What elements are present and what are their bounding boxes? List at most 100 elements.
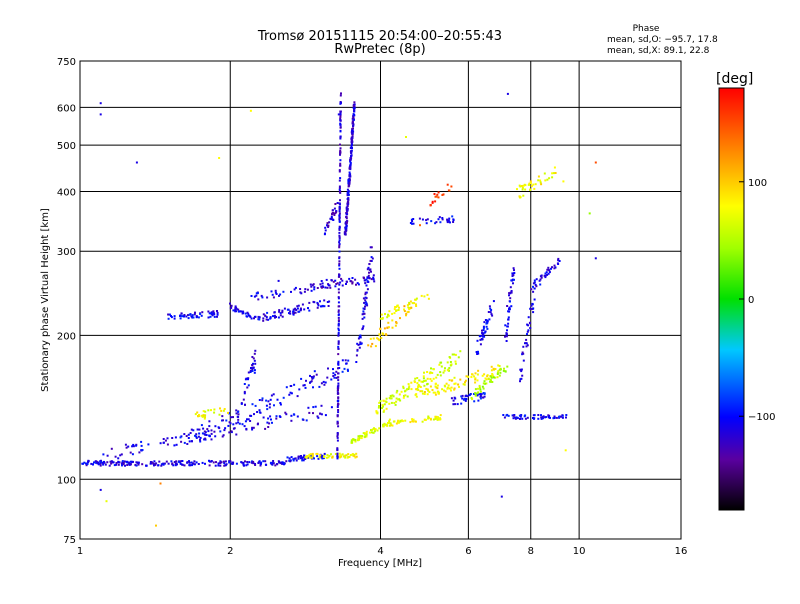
- data-point: [345, 454, 348, 457]
- data-point: [338, 241, 341, 244]
- data-point: [101, 461, 104, 464]
- data-point: [266, 296, 269, 299]
- data-point: [244, 403, 246, 406]
- data-point: [273, 404, 275, 407]
- data-point: [105, 500, 108, 503]
- data-point: [175, 443, 178, 446]
- data-point: [227, 424, 230, 427]
- data-point: [362, 432, 365, 435]
- data-point: [416, 382, 419, 385]
- data-point: [388, 424, 391, 427]
- data-point: [349, 164, 352, 167]
- data-point: [125, 460, 128, 463]
- data-point: [533, 187, 536, 190]
- data-point: [197, 463, 200, 465]
- data-point: [336, 439, 339, 442]
- data-point: [423, 380, 426, 382]
- data-point: [391, 319, 394, 322]
- data-point: [540, 276, 543, 279]
- data-point: [320, 382, 323, 385]
- data-point: [348, 171, 351, 174]
- data-point: [373, 427, 375, 430]
- data-point: [450, 363, 453, 366]
- data-point: [426, 393, 429, 396]
- data-point: [505, 340, 508, 342]
- data-point: [300, 377, 303, 380]
- data-point: [339, 94, 342, 97]
- data-point: [479, 388, 482, 391]
- data-point: [469, 393, 471, 396]
- data-point: [235, 412, 238, 415]
- data-point: [166, 437, 169, 440]
- data-point: [399, 317, 401, 320]
- data-point: [368, 277, 371, 279]
- data-point: [319, 300, 321, 303]
- data-point: [545, 271, 548, 274]
- data-point: [390, 397, 393, 400]
- data-point: [341, 279, 344, 282]
- data-point: [345, 226, 348, 229]
- data-point: [311, 377, 314, 380]
- data-point: [294, 457, 297, 460]
- data-point: [343, 367, 346, 370]
- data-point: [242, 463, 245, 466]
- data-point: [252, 362, 254, 365]
- data-point: [524, 342, 526, 345]
- data-point: [318, 385, 321, 388]
- data-point: [439, 374, 442, 377]
- data-point: [201, 461, 204, 464]
- data-point: [551, 176, 554, 179]
- data-point: [506, 92, 509, 95]
- data-point: [347, 193, 350, 196]
- data-point: [484, 331, 486, 334]
- data-point: [337, 309, 340, 312]
- data-point: [229, 422, 232, 425]
- data-point: [529, 189, 532, 191]
- data-point: [217, 462, 220, 465]
- data-point: [354, 456, 357, 459]
- data-point: [554, 172, 557, 174]
- data-point: [220, 409, 223, 412]
- data-point: [187, 317, 190, 320]
- data-point: [316, 306, 319, 309]
- data-point: [441, 194, 444, 196]
- data-point: [345, 224, 348, 227]
- data-point: [395, 397, 398, 400]
- data-point: [397, 421, 400, 424]
- plot-frame: [79, 60, 682, 540]
- data-point: [351, 127, 354, 130]
- data-point: [333, 376, 336, 379]
- data-point: [336, 432, 339, 435]
- data-point: [394, 324, 397, 327]
- data-point: [207, 310, 210, 313]
- data-point: [433, 193, 436, 195]
- data-point: [251, 426, 254, 429]
- data-point: [326, 376, 329, 379]
- data-point: [364, 305, 366, 308]
- data-point: [218, 413, 221, 416]
- data-point: [337, 353, 340, 356]
- data-point: [250, 317, 253, 320]
- data-point: [367, 344, 370, 347]
- data-point: [482, 325, 485, 328]
- data-point: [182, 315, 185, 318]
- data-point: [97, 463, 100, 466]
- data-point: [328, 454, 331, 457]
- data-point: [355, 455, 358, 458]
- data-point: [199, 436, 202, 439]
- data-point: [377, 338, 380, 341]
- data-point: [167, 317, 170, 320]
- data-point: [288, 457, 291, 460]
- data-point: [208, 459, 210, 462]
- data-point: [408, 303, 411, 306]
- data-point: [264, 463, 267, 466]
- data-point: [505, 334, 508, 337]
- data-point: [522, 184, 525, 187]
- data-point: [289, 310, 292, 313]
- data-point: [503, 367, 505, 370]
- data-point: [277, 460, 280, 463]
- data-point: [293, 308, 296, 311]
- data-point: [405, 136, 407, 138]
- data-point: [338, 452, 341, 455]
